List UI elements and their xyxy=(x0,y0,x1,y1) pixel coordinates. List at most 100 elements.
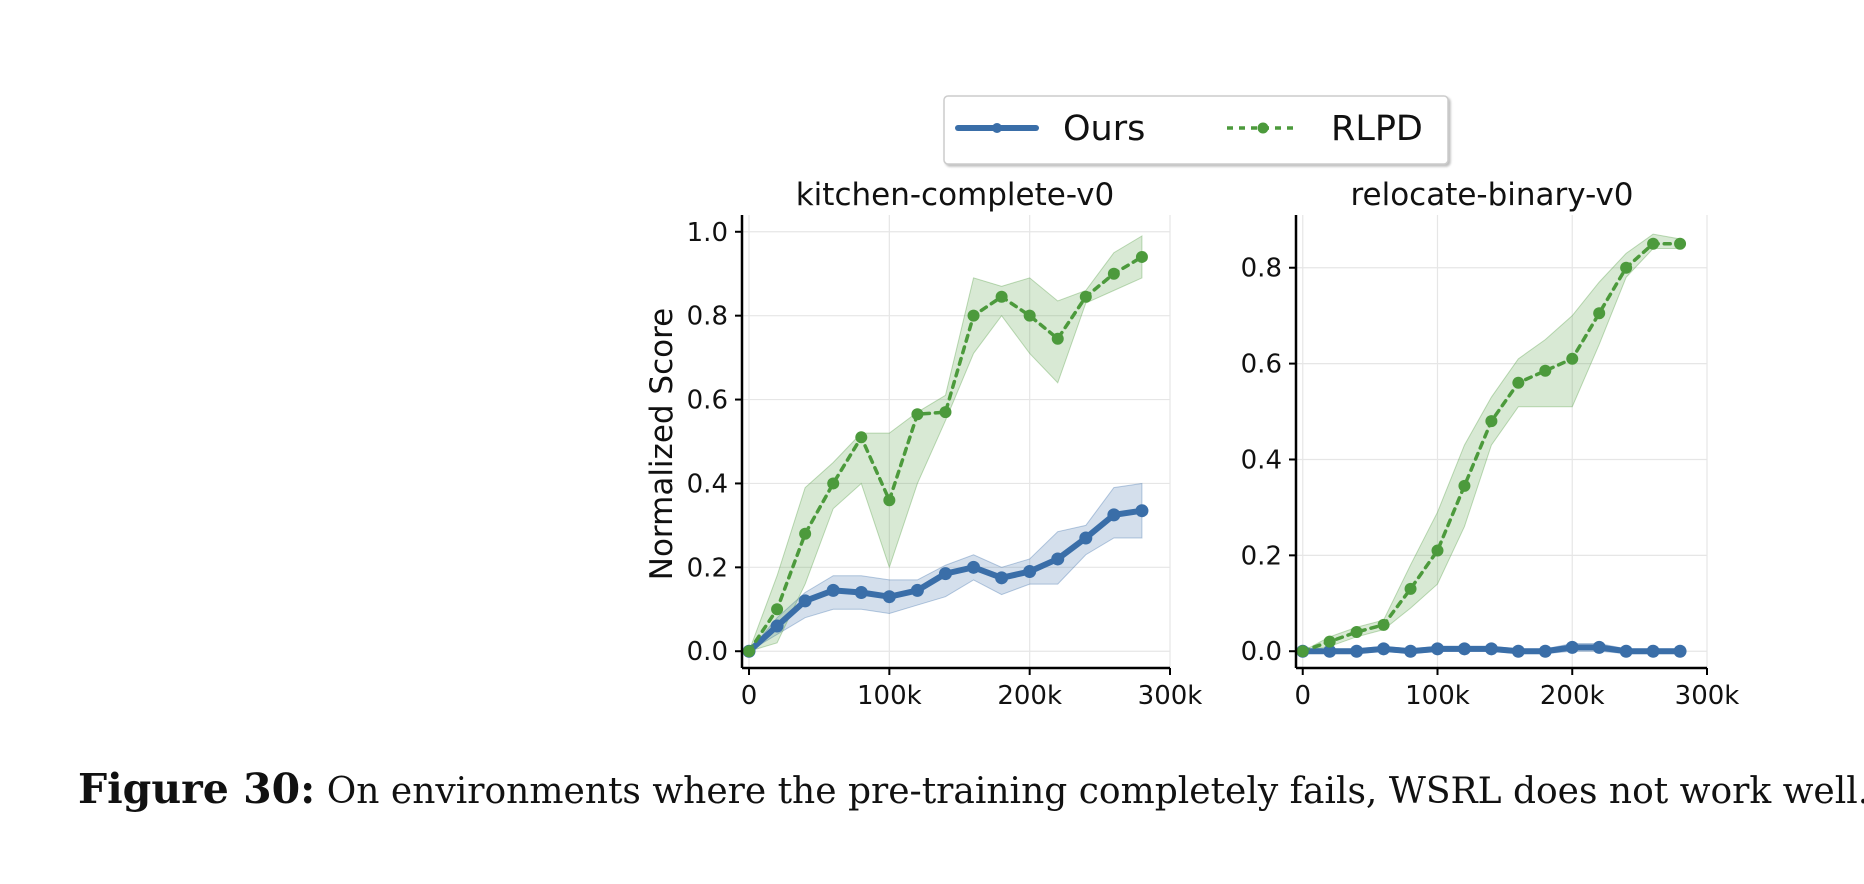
point-rlpd xyxy=(1485,415,1498,428)
legend-label-ours: Ours xyxy=(1063,109,1145,149)
y-tick-label: 0.4 xyxy=(1241,445,1282,475)
axes xyxy=(1289,215,1708,675)
point-ours xyxy=(1350,644,1364,658)
x-tick-label: 0 xyxy=(1294,681,1311,711)
point-ours xyxy=(1377,642,1391,656)
y-tick-label: 0.2 xyxy=(687,553,728,583)
line-rlpd xyxy=(747,255,1144,653)
y-tick-label: 0.8 xyxy=(1241,254,1282,284)
point-rlpd xyxy=(1404,582,1417,595)
figure-caption: Figure 30: On environments where the pre… xyxy=(78,765,1864,813)
point-rlpd xyxy=(1135,250,1148,263)
y-axis-label: Normalized Score xyxy=(644,308,680,580)
point-rlpd xyxy=(1647,237,1660,250)
point-ours xyxy=(938,567,952,581)
point-rlpd xyxy=(939,406,952,419)
point-ours xyxy=(1323,644,1337,658)
line-rlpd xyxy=(1300,242,1682,653)
figure-label: Figure 30: xyxy=(78,765,316,813)
point-ours xyxy=(1135,504,1149,518)
point-ours xyxy=(967,560,981,574)
point-rlpd xyxy=(827,477,840,490)
axes xyxy=(735,215,1171,675)
point-ours xyxy=(1051,552,1065,566)
y-tick-label: 0.0 xyxy=(1241,637,1282,667)
point-rlpd xyxy=(1079,290,1092,303)
point-rlpd xyxy=(1539,364,1552,377)
x-tick-label: 300k xyxy=(1675,681,1740,711)
x-tick-label: 200k xyxy=(997,681,1062,711)
point-rlpd xyxy=(1350,626,1363,639)
point-rlpd xyxy=(911,408,924,421)
legend-label-rlpd: RLPD xyxy=(1331,109,1423,149)
point-ours xyxy=(798,594,812,608)
point-ours xyxy=(1538,644,1552,658)
x-tick-label: 200k xyxy=(1540,681,1605,711)
y-tick-label: 0.6 xyxy=(687,386,728,416)
point-ours xyxy=(1673,644,1687,658)
y-tick-label: 0.0 xyxy=(687,637,728,667)
point-rlpd xyxy=(1512,376,1525,389)
point-rlpd xyxy=(1377,618,1390,631)
y-tick-label: 0.2 xyxy=(1241,541,1282,571)
legend-frame xyxy=(943,95,1449,165)
point-rlpd xyxy=(967,309,980,322)
point-rlpd xyxy=(1458,479,1471,492)
y-tick-label: 0.4 xyxy=(687,469,728,499)
y-tick-label: 1.0 xyxy=(687,218,728,248)
caption-text: On environments where the pre-training c… xyxy=(326,771,1864,812)
tick-labels: 0 100k 200k 300k 0.0 0.2 0.4 0.6 0.8 1.0 xyxy=(687,218,1203,711)
band-rlpd xyxy=(1302,233,1681,652)
point-ours xyxy=(1619,644,1633,658)
chart-title: relocate-binary-v0 xyxy=(1350,177,1633,213)
grid xyxy=(742,215,1171,668)
point-ours xyxy=(770,619,784,633)
point-ours xyxy=(910,583,924,597)
y-tick-label: 0.8 xyxy=(687,302,728,332)
point-rlpd xyxy=(1051,332,1064,345)
confidence-bands xyxy=(1302,233,1681,655)
point-rlpd xyxy=(1566,352,1579,365)
point-rlpd xyxy=(883,494,896,507)
point-rlpd xyxy=(1620,261,1633,274)
point-ours xyxy=(1646,644,1660,658)
point-rlpd xyxy=(855,431,868,444)
chart-kitchen-complete: kitchen-complete-v0 Normalized Score 0 10… xyxy=(644,177,1202,711)
x-tick-label: 100k xyxy=(1405,681,1470,711)
x-tick-label: 300k xyxy=(1138,681,1203,711)
point-rlpd xyxy=(1431,544,1444,557)
point-rlpd xyxy=(799,527,812,540)
point-ours xyxy=(854,586,868,599)
series-points xyxy=(742,250,1149,658)
legend-marker-ours xyxy=(992,123,1002,133)
point-ours xyxy=(1565,640,1579,654)
point-ours xyxy=(1107,508,1121,522)
point-ours xyxy=(1511,644,1525,658)
point-ours xyxy=(882,590,896,604)
point-rlpd xyxy=(743,645,756,658)
point-rlpd xyxy=(995,290,1008,303)
point-rlpd xyxy=(1023,309,1036,322)
point-rlpd xyxy=(1107,267,1120,280)
point-rlpd xyxy=(1593,307,1606,320)
grid xyxy=(1296,215,1708,668)
point-ours xyxy=(1023,565,1037,579)
point-ours xyxy=(1079,531,1093,545)
point-ours xyxy=(995,571,1009,585)
point-ours xyxy=(1484,642,1498,656)
point-ours xyxy=(1592,640,1606,654)
point-rlpd xyxy=(1674,237,1687,250)
chart-relocate-binary: relocate-binary-v0 0 100k 200k 300k 0.0 0.2 0.… xyxy=(1241,177,1740,711)
series-lines xyxy=(1299,242,1684,655)
tick-labels: 0 100k 200k 300k 0.0 0.2 0.4 0.6 0.8 xyxy=(1241,254,1740,711)
legend: Ours RLPD xyxy=(943,95,1449,165)
point-ours xyxy=(1430,642,1444,656)
point-rlpd xyxy=(1296,645,1309,658)
series-points xyxy=(1296,237,1687,658)
x-tick-label: 100k xyxy=(857,681,922,711)
point-ours xyxy=(1457,642,1471,656)
y-tick-label: 0.6 xyxy=(1241,350,1282,380)
point-ours xyxy=(826,583,840,597)
point-ours xyxy=(1404,644,1418,658)
